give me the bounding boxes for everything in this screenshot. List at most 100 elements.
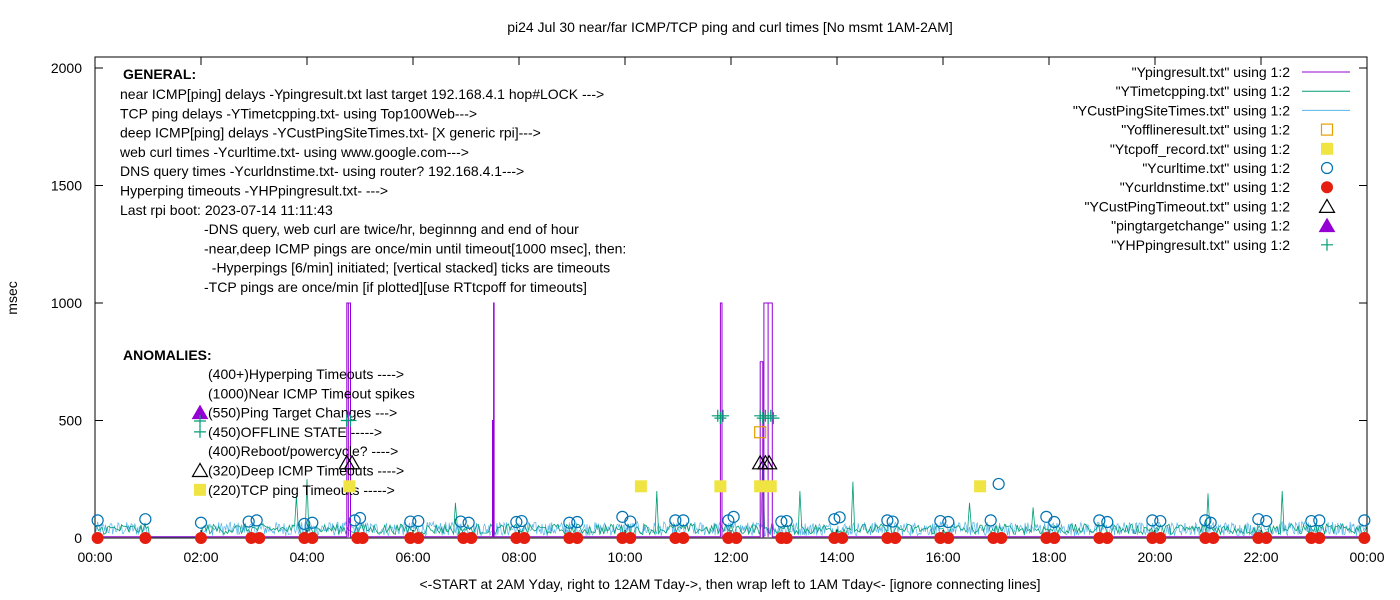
y-tick-label: 0 [74,530,82,546]
data-point [992,477,1005,491]
data-point [942,532,955,544]
legend-swatch-marker [1320,123,1334,136]
data-point [510,515,523,529]
anomaly-marker-extra [194,415,206,427]
data-point [195,532,207,544]
note-line: -DNS query, web curl are twice/hr, begin… [204,221,579,237]
x-tick-label: 08:00 [501,549,536,565]
data-point [886,515,899,528]
data-point [1146,514,1159,527]
data-point [677,532,690,544]
note-line: -Hyperpings [6/min] initiated; [vertical… [204,260,610,276]
data-point [889,532,902,544]
data-point [942,515,955,529]
data-point [306,516,319,529]
data-point [1204,516,1217,529]
data-point [669,514,682,527]
data-point [91,514,104,527]
legend-label: "YHPpingresult.txt" using 1:2 [1111,237,1290,253]
anomaly-line: (550)Ping Target Changes ---> [208,405,397,421]
y-tick-label: 500 [59,413,83,429]
data-point [764,480,777,493]
data-point [1199,514,1212,527]
legend-label: "pingtargetchange" using 1:2 [1111,218,1290,234]
legend-swatch-marker [1318,198,1336,213]
data-point [348,514,361,527]
series-ping-line [95,302,1367,538]
data-point [1101,515,1114,529]
note-line: -near,deep ICMP pings are once/min until… [204,240,626,256]
data-point [1048,515,1061,529]
data-point [1260,514,1273,528]
data-point [250,514,263,527]
legend-label: "Ypingresult.txt" using 1:2 [1132,64,1291,80]
x-tick-label: 22:00 [1243,549,1278,565]
x-tick-label: 14:00 [819,549,854,565]
data-point [353,511,367,525]
y-axis-label: msec [4,281,20,314]
data-point [343,480,356,493]
x-tick-label: 06:00 [395,549,430,565]
data-point [571,515,584,529]
x-tick-label: 20:00 [1137,549,1172,565]
legend-swatch-marker [1321,181,1333,194]
data-point [1305,514,1318,528]
data-point [1260,532,1273,544]
data-point [714,412,727,425]
legend-label: "YTimetcpping.txt" using 1:2 [1116,83,1291,99]
general-line: web curl times -Ycurltime.txt- using www… [119,144,469,160]
data-point [1093,514,1106,527]
data-point [727,510,740,523]
anomalies-heading: ANOMALIES: [123,347,212,363]
anomaly-marker [191,462,209,478]
anomaly-line: (320)Deep ICMP Timeouts ----> [208,463,404,479]
general-line: near ICMP[ping] delays -Ypingresult.txt … [120,86,604,102]
anomaly-line: (1000)Near ICMP Timeout spikes [208,385,415,401]
legend-swatch-marker [1321,238,1333,251]
data-point [344,414,357,427]
data-point [767,412,780,425]
y-tick-label: 2000 [51,60,82,76]
data-point [515,514,528,528]
data-point [634,480,647,493]
data-point [934,514,947,528]
data-point [780,514,793,528]
series-tcpping-line [95,455,1367,538]
general-line: Last rpi boot: 2023-07-14 11:11:43 [120,202,333,218]
legend-label: "Ycurltime.txt" using 1:2 [1142,160,1290,176]
data-point [624,532,637,544]
data-point [984,514,997,527]
chart-title: pi24 Jul 30 near/far ICMP/TCP ping and c… [507,19,953,35]
data-point [306,532,319,544]
general-line: TCP ping delays -YTimetcpping.txt- using… [120,105,477,121]
data-point [571,532,584,544]
data-point [780,532,793,544]
data-point [714,480,727,493]
note-line: -TCP pings are once/min [if plotted][use… [204,279,587,295]
data-point [836,532,849,544]
data-point [1313,532,1326,544]
data-point [518,532,531,544]
x-tick-label: 10:00 [607,549,642,565]
data-point [454,515,467,528]
anomaly-line: (450)OFFLINE STATE -----> [208,424,382,440]
legend-label: "YCustPingSiteTimes.txt" using 1:2 [1073,102,1290,118]
data-point [298,517,311,531]
data-point [754,426,767,439]
data-point [1048,532,1061,544]
x-tick-label: 12:00 [713,549,748,565]
data-point [760,454,778,470]
x-tick-label: 00:00 [1349,549,1384,565]
legend-label: "Ytcpoff_record.txt" using 1:2 [1110,141,1290,157]
anomaly-line: (220)TCP ping Timeouts -----> [208,482,395,498]
legend-label: "YCustPingTimeout.txt" using 1:2 [1084,198,1290,214]
anomaly-marker [194,483,206,496]
data-point [194,516,208,529]
legend-label: "Ycurldnstime.txt" using 1:2 [1120,179,1290,195]
data-point [1101,532,1114,544]
data-point [1154,514,1167,528]
x-axis-label: <-START at 2AM Yday, right to 12AM Tday-… [419,576,1040,592]
anomaly-marker [194,425,206,438]
data-point [624,515,637,528]
